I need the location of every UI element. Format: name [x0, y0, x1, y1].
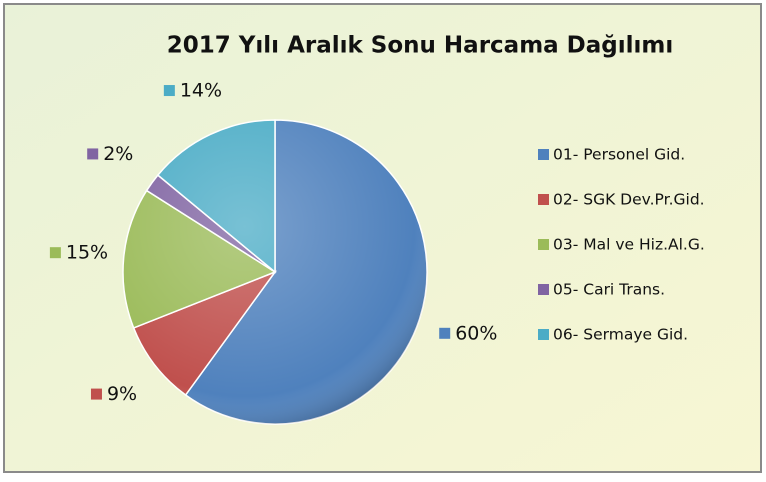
legend-marker — [538, 149, 549, 160]
data-label: 2% — [103, 143, 133, 165]
data-label-marker — [49, 247, 61, 259]
legend-label: 06- Sermaye Gid. — [553, 326, 688, 344]
data-label-marker — [90, 388, 102, 400]
legend-marker — [538, 329, 549, 340]
legend-marker — [538, 239, 549, 250]
data-label-marker — [439, 327, 451, 339]
legend-marker — [538, 194, 549, 205]
legend-label: 01- Personel Gid. — [553, 146, 685, 164]
legend-label: 03- Mal ve Hiz.Al.G. — [553, 236, 705, 254]
data-label-marker — [87, 148, 99, 160]
data-label: 15% — [66, 242, 108, 264]
legend-label: 02- SGK Dev.Pr.Gid. — [553, 191, 705, 209]
legend-marker — [538, 284, 549, 295]
legend-label: 05- Cari Trans. — [553, 281, 665, 299]
data-label: 60% — [455, 322, 497, 344]
data-label-marker — [163, 85, 175, 97]
chart-title: 2017 Yılı Aralık Sonu Harcama Dağılımı — [167, 33, 674, 59]
data-label: 9% — [107, 383, 137, 405]
data-label: 14% — [180, 80, 222, 102]
